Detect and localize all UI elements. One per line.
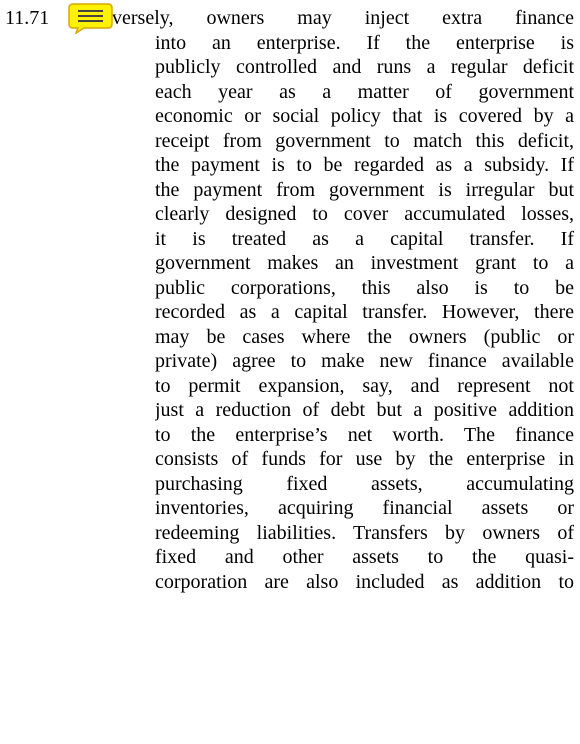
note-bubble [68,3,113,34]
text-line: redeeming liabilities. Transfers by owne… [155,521,574,544]
text-line: to permit expansion, say, and represent … [155,374,574,397]
text-line: fixed and other assets to the quasi- [155,546,574,568]
text-line: it is treated as a capital transfer. If [155,227,574,250]
text-line: recorded as a capital transfer. However,… [155,301,574,323]
text-line: may be cases where the owners (public or [155,325,574,348]
paragraph-text: versely, owners may inject extra finance… [0,6,574,594]
text-line: public corporations, this also is to be [155,276,574,299]
text-line: government makes an investment grant to … [155,252,574,274]
text-line: publicly controlled and runs a regular d… [155,56,574,78]
text-line: receipt from government to match this de… [155,129,574,152]
text-line: inventories, acquiring financial assets … [155,497,574,519]
text-line: corporation are also included as additio… [155,570,574,593]
note-icon[interactable] [68,2,114,34]
text-line: each year as a matter of government [155,80,574,103]
text-line: purchasing fixed assets, accumulating [155,472,574,495]
text-line: economic or social policy that is covere… [155,105,574,127]
text-line: clearly designed to cover accumulated lo… [155,203,574,225]
text-line: the payment is to be regarded as a subsi… [155,154,574,176]
text-line: private) agree to make new finance avail… [155,350,574,372]
text-line: consists of funds for use by the enterpr… [155,448,574,470]
text-line: into an enterprise. If the enterprise is [155,31,574,54]
text-line: to the enterprise’s net worth. The finan… [155,423,574,446]
text-line: versely, owners may inject extra finance [112,7,574,29]
text-line: the payment from government is irregular… [155,178,574,201]
text-line: just a reduction of debt but a positive … [155,399,574,421]
paragraph-number: 11.71 [5,7,50,29]
